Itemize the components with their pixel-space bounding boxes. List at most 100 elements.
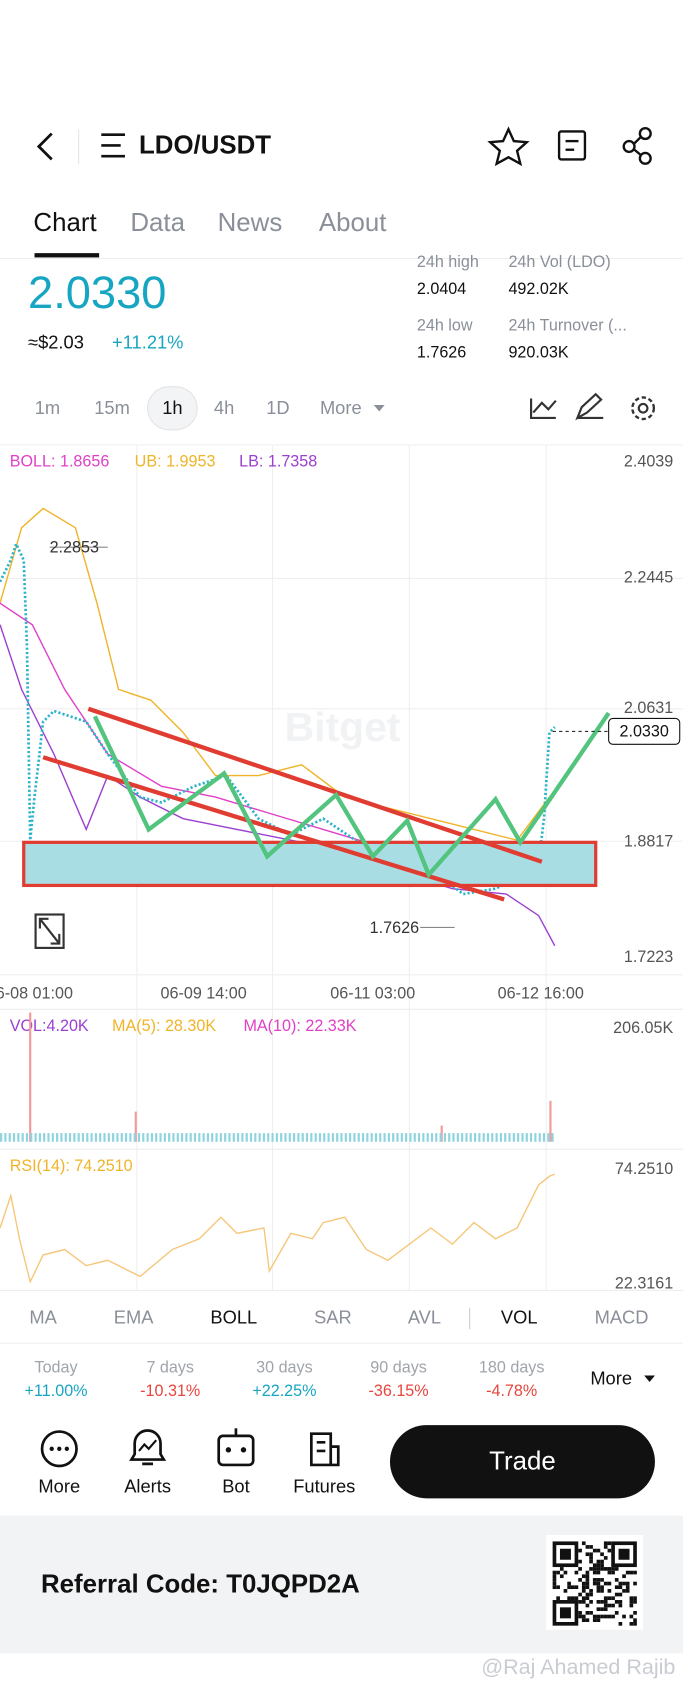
qr-cell [552,1581,557,1586]
interval[interactable]: 1h [162,397,182,418]
tab[interactable]: News [218,209,283,237]
qr-cell [600,1600,604,1604]
qr-cell [585,1545,590,1549]
stat-value: 920.03K [508,344,568,362]
price-axis-label: 1.7223 [624,948,673,966]
qr-cell [559,1574,564,1579]
interval[interactable]: 1D [266,397,289,418]
back-button[interactable] [36,132,53,161]
draw-icon[interactable] [575,392,604,421]
performance-more[interactable]: More [590,1368,632,1389]
qr-cell [596,1567,601,1571]
interval-selected-bg [147,386,198,431]
qr-cell [574,1585,579,1590]
indicator-tab[interactable]: SAR [314,1306,352,1327]
pair-title: LDO/USDT [139,131,271,159]
qr-cell [581,1614,586,1619]
qr-cell [622,1614,626,1619]
qr-cell [578,1548,582,1553]
action-bot[interactable]: Bot [217,1428,255,1496]
qr-cell [578,1578,582,1582]
interval[interactable]: 1m [35,397,60,418]
qr-cell [589,1559,593,1564]
current-price: 2.0330 [619,723,668,741]
indicator-tab[interactable]: EMA [114,1306,154,1327]
qr-cell [589,1592,593,1597]
qr-cell [633,1622,637,1626]
qr-cell [611,1596,615,1601]
indicator-tab[interactable]: MA [29,1306,57,1327]
menu-icon[interactable] [101,133,125,158]
qr-cell [629,1600,634,1604]
time-axis-label: 6-08 01:00 [0,984,73,1002]
action-alerts[interactable]: Alerts [124,1429,171,1496]
qr-cell [596,1548,601,1553]
qr-cell [600,1614,604,1619]
ma5-label: MA(5): 28.30K [112,1017,216,1035]
qr-cell [589,1600,593,1604]
tab[interactable]: Data [130,209,185,237]
qr-cell [592,1614,597,1619]
fullscreen-icon[interactable] [34,913,65,949]
qr-cell [603,1607,608,1612]
qr-cell [600,1578,604,1582]
lb-label: LB: 1.7358 [239,452,317,470]
qr-cell [622,1574,626,1579]
qr-cell [607,1614,612,1619]
notes-icon[interactable] [557,130,587,161]
qr-cell [552,1578,557,1582]
indicator-tab[interactable]: VOL [501,1306,538,1327]
qr-cell [625,1589,630,1593]
qr-cell [552,1585,557,1590]
ub-label: UB: 1.9953 [135,452,216,470]
price-axis-label: 2.2445 [624,569,673,587]
vol-axis-label: 206.05K [613,1019,673,1037]
current-price-box [608,717,681,745]
qr-cell [570,1585,575,1590]
indicator-tab[interactable]: MACD [595,1306,649,1327]
qr-cell [559,1567,564,1571]
qr-cell [556,1596,560,1601]
qr-cell [622,1581,626,1586]
indicator-tab[interactable]: AVL [408,1306,441,1327]
action-futures[interactable]: Futures [293,1432,355,1497]
qr-cell [625,1581,630,1586]
qr-cell [589,1589,593,1593]
qr-cell [596,1607,601,1612]
interval[interactable]: 4h [214,397,234,418]
qr-cell [567,1596,571,1601]
qr-cell [622,1589,626,1593]
qr-cell [614,1567,619,1571]
qr-cell [633,1581,637,1586]
qr-cell [618,1603,623,1608]
indicator-icon[interactable] [530,398,557,420]
price-axis-label: 1.8817 [624,833,673,851]
qr-finder [552,1600,579,1626]
period-change: +11.00% [25,1382,88,1400]
low-marker: 1.7626 [370,919,419,937]
indicator-tab[interactable]: BOLL [210,1306,257,1327]
trade-button[interactable] [389,1425,655,1499]
tab[interactable]: About [319,209,387,237]
settings-icon[interactable] [631,396,656,421]
qr-cell [567,1581,571,1586]
action-label: More [38,1475,80,1496]
qr-cell [611,1603,615,1608]
favorite-icon[interactable] [487,126,530,167]
qr-cell [589,1552,593,1557]
interval[interactable]: More [320,397,362,418]
tab[interactable]: Chart [33,209,96,237]
qr-cell [629,1603,634,1608]
qr-cell [607,1603,612,1608]
qr-cell [607,1581,612,1586]
qr-cell [585,1574,590,1579]
qr-cell [618,1585,623,1590]
stat-label: 24h Vol (LDO) [508,253,610,271]
qr-cell [581,1600,586,1604]
interval[interactable]: 15m [94,397,130,418]
action-more[interactable]: More [38,1430,80,1497]
qr-cell [629,1614,634,1619]
share-icon[interactable] [622,126,652,165]
qr-cell [607,1567,612,1571]
